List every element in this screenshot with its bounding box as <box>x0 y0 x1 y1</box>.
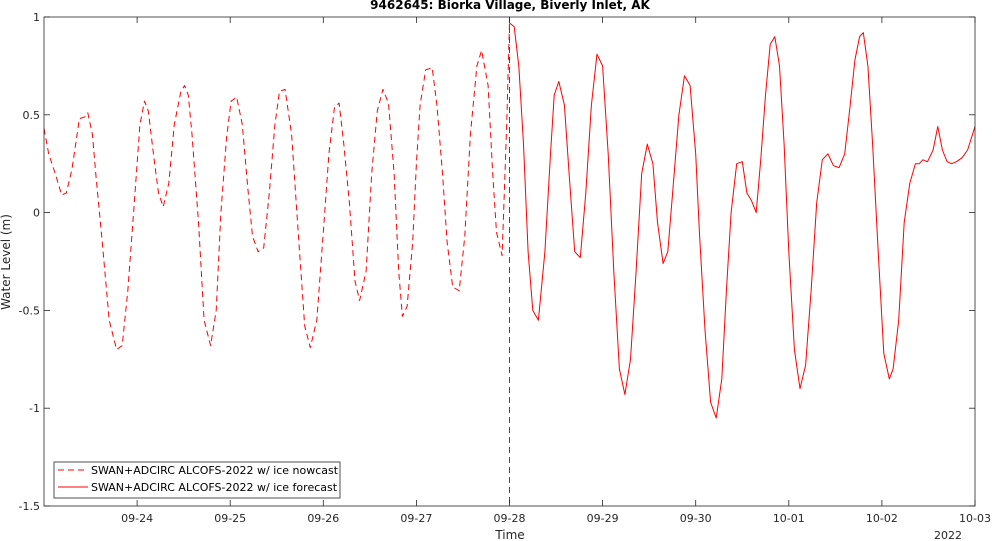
x-tick-label: 10-01 <box>773 512 805 525</box>
y-tick-label: 0 <box>33 207 40 220</box>
x-tick-label: 09-29 <box>587 512 619 525</box>
legend-label-forecast: SWAN+ADCIRC ALCOFS-2022 w/ ice forecast <box>91 481 338 494</box>
plot-area <box>43 16 976 507</box>
series-line-nowcast <box>43 22 510 350</box>
legend-box <box>53 461 341 499</box>
x-tick-label: 09-24 <box>121 512 153 525</box>
x-tick-label: 10-03 <box>959 512 991 525</box>
x-axis: 09-24 09-25 09-26 09-27 09-28 09-29 09-30 10-01… <box>121 17 991 525</box>
y-axis-label: Water Level (m) <box>0 214 13 310</box>
x-axis-label: Time <box>494 528 524 541</box>
x-tick-label: 09-26 <box>307 512 339 525</box>
y-axis: -1.5 -1 -0.5 0 0.5 1 <box>19 11 975 513</box>
y-tick-label: -1 <box>29 402 40 415</box>
y-tick-label: -1.5 <box>19 500 40 513</box>
chart-title: 9462645: Biorka Village, Biverly Inlet, … <box>370 0 650 12</box>
legend-label-nowcast: SWAN+ADCIRC ALCOFS-2022 w/ ice nowcast <box>91 464 339 477</box>
x-tick-label: 09-25 <box>214 512 246 525</box>
y-tick-label: 0.5 <box>23 109 41 122</box>
x-tick-label: 09-30 <box>680 512 712 525</box>
series-line-forecast <box>509 22 976 419</box>
x-axis-year-label: 2022 <box>934 529 962 541</box>
x-tick-label: 09-27 <box>400 512 432 525</box>
y-tick-label: -0.5 <box>19 304 40 317</box>
y-tick-label: 1 <box>33 11 40 24</box>
x-tick-label: 09-28 <box>494 512 526 525</box>
legend: SWAN+ADCIRC ALCOFS-2022 w/ ice nowcast S… <box>53 461 341 499</box>
x-tick-label: 10-02 <box>866 512 898 525</box>
